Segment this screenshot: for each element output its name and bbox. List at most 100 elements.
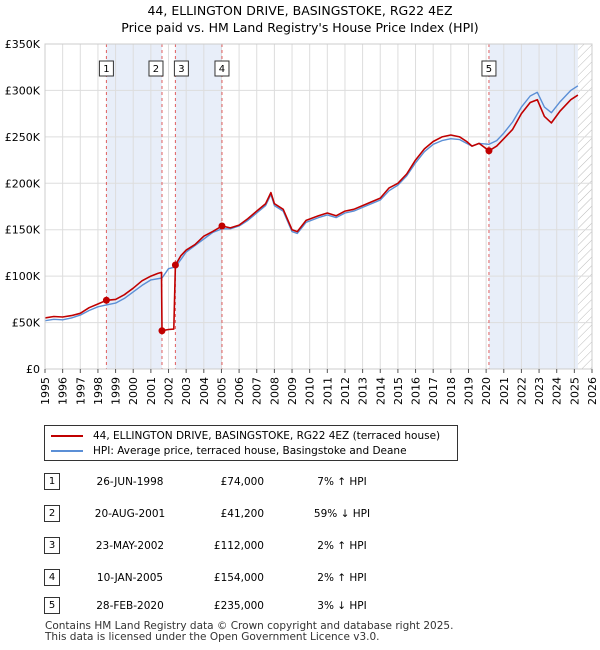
x-tick-label: 2025 bbox=[568, 377, 581, 405]
transaction-price: £74,000 bbox=[220, 476, 264, 488]
future-hatch bbox=[577, 44, 592, 369]
hpi-line-swatch bbox=[51, 450, 83, 452]
y-tick-label: £250K bbox=[5, 131, 41, 144]
y-tick-label: £100K bbox=[5, 270, 41, 283]
x-tick-label: 2002 bbox=[163, 377, 176, 405]
legend: 44, ELLINGTON DRIVE, BASINGSTOKE, RG22 4… bbox=[44, 425, 458, 461]
sale-label: 2 bbox=[153, 64, 159, 75]
footer-line-1: Contains HM Land Registry data © Crown c… bbox=[45, 620, 454, 632]
title-line-2: Price paid vs. HM Land Registry's House … bbox=[121, 20, 479, 35]
sale-label-box bbox=[98, 60, 114, 77]
y-tick-label: £200K bbox=[5, 177, 41, 190]
x-tick-label: 2014 bbox=[374, 377, 387, 405]
shaded-periods bbox=[106, 44, 592, 369]
transaction-hpi-diff: 7% ↑ HPI bbox=[317, 476, 367, 488]
y-tick-label: £0 bbox=[26, 363, 40, 376]
transaction-number: 3 bbox=[44, 537, 60, 554]
x-tick-label: 2012 bbox=[339, 377, 352, 405]
legend-item-hpi: HPI: Average price, terraced house, Basi… bbox=[51, 444, 407, 458]
legend-item-price: 44, ELLINGTON DRIVE, BASINGSTOKE, RG22 4… bbox=[51, 429, 440, 443]
x-tick-label: 2009 bbox=[286, 377, 299, 405]
x-tick-label: 2006 bbox=[233, 377, 246, 405]
x-tick-label: 2019 bbox=[462, 377, 475, 405]
x-tick-label: 2008 bbox=[268, 377, 281, 405]
transaction-hpi-diff: 2% ↑ HPI bbox=[317, 540, 367, 552]
transaction-date: 10-JAN-2005 bbox=[96, 572, 164, 584]
y-tick-label: £300K bbox=[5, 84, 41, 97]
title-line-1: 44, ELLINGTON DRIVE, BASINGSTOKE, RG22 4… bbox=[147, 3, 453, 18]
sale-markers-lines bbox=[105, 44, 490, 369]
sale-label-box bbox=[481, 60, 497, 77]
y-tick-label: £150K bbox=[5, 224, 41, 237]
sale-point bbox=[158, 327, 166, 335]
transaction-date: 26-JUN-1998 bbox=[96, 476, 164, 488]
sale-point bbox=[218, 222, 226, 230]
sale-label: 3 bbox=[178, 64, 184, 75]
x-tick-label: 1997 bbox=[74, 377, 87, 405]
table-row: 3 23-MAY-2002 £112,000 2% ↑ HPI bbox=[44, 536, 444, 556]
x-tick-label: 2026 bbox=[586, 377, 599, 405]
sale-label-box bbox=[148, 60, 164, 77]
table-row: 2 20-AUG-2001 £41,200 59% ↓ HPI bbox=[44, 504, 444, 524]
x-tick-label: 2011 bbox=[321, 377, 334, 405]
sale-label: 4 bbox=[219, 64, 225, 75]
y-tick-label: £50K bbox=[12, 317, 41, 330]
x-tick-label: 2016 bbox=[410, 377, 423, 405]
sale-label: 5 bbox=[486, 64, 492, 75]
x-tick-label: 2018 bbox=[445, 377, 458, 405]
x-tick-label: 1996 bbox=[57, 377, 70, 405]
shaded-period bbox=[488, 44, 578, 369]
plot-frame bbox=[44, 43, 593, 370]
price-line-swatch bbox=[51, 435, 83, 437]
transaction-date: 20-AUG-2001 bbox=[94, 508, 166, 520]
chart-title: 44, ELLINGTON DRIVE, BASINGSTOKE, RG22 4… bbox=[0, 2, 600, 36]
table-row: 4 10-JAN-2005 £154,000 2% ↑ HPI bbox=[44, 568, 444, 588]
x-tick-label: 1995 bbox=[39, 377, 52, 405]
transaction-hpi-diff: 3% ↓ HPI bbox=[317, 600, 367, 612]
table-row: 1 26-JUN-1998 £74,000 7% ↑ HPI bbox=[44, 472, 444, 492]
table-row: 5 28-FEB-2020 £235,000 3% ↓ HPI bbox=[44, 596, 444, 616]
shaded-period bbox=[175, 44, 222, 369]
shaded-period bbox=[106, 44, 162, 369]
x-tick-label: 2004 bbox=[198, 377, 211, 405]
transaction-date: 23-MAY-2002 bbox=[95, 540, 165, 552]
x-tick-label: 2005 bbox=[215, 377, 228, 405]
transaction-hpi-diff: 59% ↓ HPI bbox=[313, 508, 371, 520]
transaction-number: 1 bbox=[44, 473, 60, 490]
transaction-number: 4 bbox=[44, 569, 60, 586]
transaction-price: £112,000 bbox=[213, 540, 264, 552]
sale-point bbox=[485, 147, 493, 155]
x-tick-label: 2015 bbox=[392, 377, 405, 405]
sale-label-box bbox=[214, 60, 230, 77]
x-tick-label: 2024 bbox=[551, 377, 564, 405]
x-axis: 1995 1996 1997 1998 1999 2000 2001 2002 2003 2004… bbox=[39, 369, 599, 405]
x-tick-label: 2013 bbox=[357, 377, 370, 405]
sale-point bbox=[102, 296, 110, 304]
x-tick-label: 2010 bbox=[304, 377, 317, 405]
x-tick-label: 1999 bbox=[110, 377, 123, 405]
x-tick-label: 2001 bbox=[145, 377, 158, 405]
sale-point bbox=[171, 261, 179, 269]
transaction-date: 28-FEB-2020 bbox=[96, 600, 164, 612]
transaction-number: 5 bbox=[44, 597, 60, 614]
footer: Contains HM Land Registry data © Crown c… bbox=[45, 621, 453, 643]
x-tick-label: 2000 bbox=[127, 377, 140, 405]
x-tick-label: 2023 bbox=[533, 377, 546, 405]
y-axis: £0 £50K £100K £150K £200K £250K £300K £350K bbox=[5, 38, 41, 376]
sale-labels: 1 2 3 4 5 bbox=[98, 60, 497, 77]
x-tick-label: 2007 bbox=[251, 377, 264, 405]
x-tick-label: 2022 bbox=[515, 377, 528, 405]
y-tick-label: £350K bbox=[5, 38, 41, 51]
sale-label: 1 bbox=[103, 64, 109, 75]
sale-points bbox=[102, 147, 493, 335]
x-tick-label: 2021 bbox=[498, 377, 511, 405]
price-chart: 1 2 3 4 5 £0 £50K £100K £150K £200K £250K £300K £35… bbox=[5, 38, 599, 405]
transaction-number: 2 bbox=[44, 505, 60, 522]
legend-label-hpi: HPI: Average price, terraced house, Basi… bbox=[93, 445, 407, 457]
transaction-price: £154,000 bbox=[213, 572, 264, 584]
x-tick-label: 1998 bbox=[92, 377, 105, 405]
sale-label-box bbox=[173, 60, 189, 77]
transaction-hpi-diff: 2% ↑ HPI bbox=[317, 572, 367, 584]
x-tick-label: 2017 bbox=[427, 377, 440, 405]
